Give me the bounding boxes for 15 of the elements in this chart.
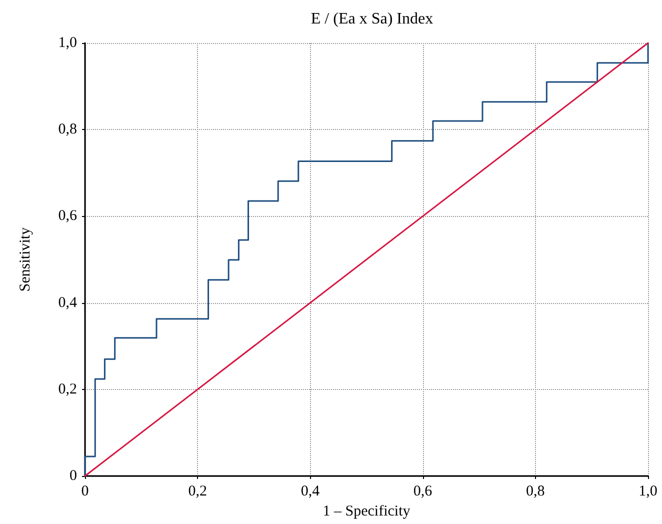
x-tick-label: 0,2 bbox=[188, 484, 207, 500]
y-tick-label: 0,4 bbox=[58, 294, 78, 311]
y-tick-label: 0,2 bbox=[58, 381, 77, 398]
x-tick-label: 0 bbox=[81, 484, 89, 500]
x-axis-title: 1 – Specificity bbox=[322, 503, 411, 520]
x-tick-label: 0,6 bbox=[413, 484, 433, 500]
y-axis-title: Sensitivity bbox=[18, 226, 34, 292]
x-tick-label: 0,8 bbox=[526, 484, 545, 500]
x-tick-label: 1,0 bbox=[638, 484, 658, 500]
y-tick-label: 1,0 bbox=[58, 35, 77, 51]
y-tick-label: 0,8 bbox=[58, 122, 77, 138]
chart-title: E / (Ea x Sa) Index bbox=[310, 10, 434, 28]
y-tick-label: 0 bbox=[70, 468, 77, 484]
x-tick-label: 0,4 bbox=[300, 484, 320, 500]
y-tick-label: 0,6 bbox=[58, 208, 78, 224]
